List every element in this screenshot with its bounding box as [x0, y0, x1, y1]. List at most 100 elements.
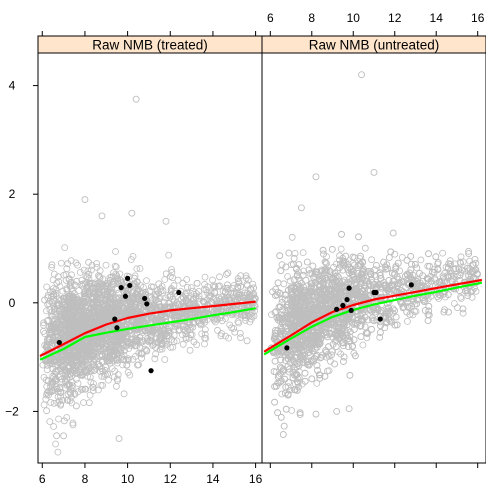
background-point	[313, 341, 321, 349]
background-point	[290, 254, 298, 262]
background-point	[277, 267, 285, 275]
background-point	[216, 273, 223, 281]
background-point	[328, 275, 336, 283]
background-point	[118, 344, 126, 352]
background-point	[64, 313, 71, 321]
background-point	[61, 301, 68, 309]
background-point	[134, 361, 141, 369]
background-point	[278, 390, 286, 398]
background-point	[288, 407, 296, 414]
outlier-point	[237, 272, 245, 280]
background-point	[339, 320, 347, 328]
background-point	[388, 269, 396, 277]
background-point	[238, 292, 246, 299]
background-point	[48, 298, 56, 306]
background-point	[316, 293, 324, 301]
background-point	[130, 274, 138, 282]
background-point	[71, 390, 79, 398]
background-point	[189, 319, 197, 327]
background-point	[280, 422, 288, 430]
background-point	[411, 308, 418, 315]
background-point	[86, 279, 94, 287]
background-point	[391, 307, 399, 315]
background-point	[156, 345, 164, 353]
background-point	[428, 268, 436, 276]
background-point	[96, 267, 104, 275]
background-point	[376, 329, 384, 336]
background-point	[128, 296, 136, 304]
background-point	[295, 261, 303, 268]
background-point	[100, 373, 108, 380]
background-point	[320, 250, 327, 258]
background-point	[331, 360, 339, 368]
background-point	[161, 312, 168, 320]
background-point	[180, 326, 188, 334]
background-point	[331, 273, 339, 280]
background-point	[113, 382, 120, 390]
background-point	[381, 312, 389, 320]
background-point	[93, 295, 101, 303]
background-point	[101, 371, 109, 379]
background-point	[187, 284, 195, 292]
background-point	[57, 259, 65, 267]
background-point	[109, 273, 117, 281]
background-point	[78, 316, 86, 324]
background-point	[41, 296, 48, 304]
background-point	[46, 359, 53, 367]
background-point	[183, 276, 191, 283]
background-point	[54, 361, 62, 369]
background-point	[284, 325, 292, 332]
background-point	[52, 289, 60, 297]
background-point	[124, 340, 132, 347]
background-point	[459, 309, 467, 317]
background-point	[47, 399, 55, 406]
background-point	[389, 282, 397, 290]
background-point	[424, 317, 432, 325]
background-point	[358, 294, 366, 302]
outlier-point	[72, 402, 80, 410]
background-point	[326, 268, 334, 276]
background-point	[114, 371, 122, 379]
background-point	[111, 367, 119, 375]
background-point	[111, 306, 118, 314]
background-point	[44, 316, 52, 324]
background-point	[421, 296, 429, 304]
background-point	[277, 413, 285, 421]
background-point	[78, 311, 86, 319]
background-point	[207, 298, 215, 306]
background-point	[44, 377, 52, 385]
background-point	[69, 369, 76, 376]
background-point	[366, 270, 374, 278]
background-point	[147, 283, 155, 291]
background-point	[353, 291, 361, 299]
background-point	[186, 314, 194, 321]
background-point	[300, 267, 308, 275]
background-point	[425, 307, 433, 315]
background-point	[52, 321, 59, 329]
background-point	[117, 321, 125, 329]
background-point	[105, 310, 112, 318]
background-point	[160, 326, 168, 334]
background-point	[172, 312, 180, 320]
background-point	[57, 393, 64, 401]
background-point	[161, 276, 169, 283]
background-point	[235, 319, 243, 327]
background-point	[89, 387, 97, 395]
background-point	[138, 349, 146, 357]
background-point	[169, 304, 177, 312]
background-point	[68, 378, 76, 386]
background-point	[311, 278, 319, 286]
background-point	[361, 281, 369, 289]
background-point	[57, 361, 65, 369]
background-point	[54, 399, 62, 407]
background-point	[69, 287, 77, 295]
background-point	[157, 285, 164, 293]
background-point	[156, 332, 164, 340]
background-point	[295, 362, 303, 370]
background-point	[108, 283, 116, 291]
background-point	[338, 338, 346, 346]
background-point	[152, 343, 160, 351]
background-point	[81, 280, 89, 288]
background-point	[389, 229, 397, 237]
background-point	[376, 333, 384, 341]
